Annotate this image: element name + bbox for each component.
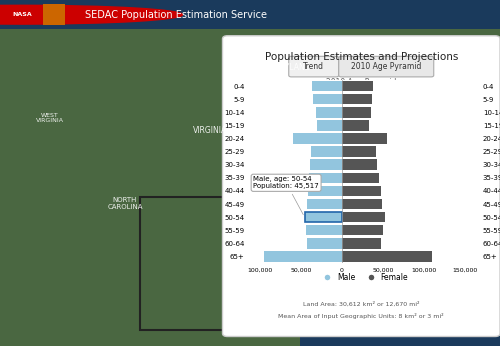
Bar — [342, 212, 384, 222]
Text: WEST
VIRGINIA: WEST VIRGINIA — [36, 113, 64, 124]
Text: Population Estimates and Projections: Population Estimates and Projections — [264, 52, 458, 62]
Legend: Male, Female: Male, Female — [316, 270, 411, 285]
Bar — [292, 133, 342, 144]
Bar — [342, 94, 372, 104]
Bar — [342, 120, 369, 131]
Bar — [342, 146, 376, 157]
Text: MARYLAND: MARYLAND — [268, 63, 312, 72]
FancyBboxPatch shape — [222, 36, 500, 337]
Text: NORTH
CAROLINA: NORTH CAROLINA — [107, 197, 143, 210]
Bar — [311, 146, 342, 157]
Bar — [342, 160, 378, 170]
Bar — [264, 251, 342, 262]
Bar — [306, 199, 342, 209]
Bar — [342, 199, 382, 209]
Bar — [140, 197, 360, 330]
Bar — [304, 212, 342, 222]
Text: 2010 Age Pyramid: 2010 Age Pyramid — [326, 79, 396, 88]
FancyBboxPatch shape — [289, 56, 339, 77]
Text: Male, age: 50-54
Population: 45,517: Male, age: 50-54 Population: 45,517 — [254, 176, 319, 215]
Text: Mean Area of Input Geographic Units: 8 km² or 3 mi²: Mean Area of Input Geographic Units: 8 k… — [278, 313, 444, 319]
Bar — [342, 225, 383, 236]
Bar — [360, 188, 500, 346]
Bar — [342, 238, 382, 248]
Text: NASA: NASA — [12, 12, 32, 17]
Bar — [300, 276, 500, 346]
Bar — [306, 225, 342, 236]
Text: SEDAC Population Estimation Service: SEDAC Population Estimation Service — [85, 10, 267, 20]
Bar — [342, 107, 370, 118]
Text: Land Area: 30,612 km² or 12,670 mi²: Land Area: 30,612 km² or 12,670 mi² — [303, 301, 420, 307]
Bar — [308, 186, 342, 196]
Bar — [318, 120, 342, 131]
Bar — [309, 173, 342, 183]
Bar — [342, 251, 432, 262]
Bar — [42, 4, 65, 25]
Text: VIRGINIA: VIRGINIA — [193, 126, 227, 135]
Bar — [342, 81, 373, 91]
Ellipse shape — [390, 74, 430, 162]
Bar — [308, 238, 342, 248]
Text: Trend: Trend — [304, 62, 324, 71]
Circle shape — [0, 5, 182, 24]
Bar — [312, 81, 342, 91]
Bar — [304, 212, 342, 222]
Bar — [342, 186, 380, 196]
Bar — [310, 160, 342, 170]
Bar — [342, 173, 379, 183]
Bar — [316, 107, 342, 118]
Bar — [313, 94, 342, 104]
Text: 2010 Age Pyramid: 2010 Age Pyramid — [351, 62, 422, 71]
Bar — [342, 133, 387, 144]
FancyBboxPatch shape — [339, 56, 434, 77]
